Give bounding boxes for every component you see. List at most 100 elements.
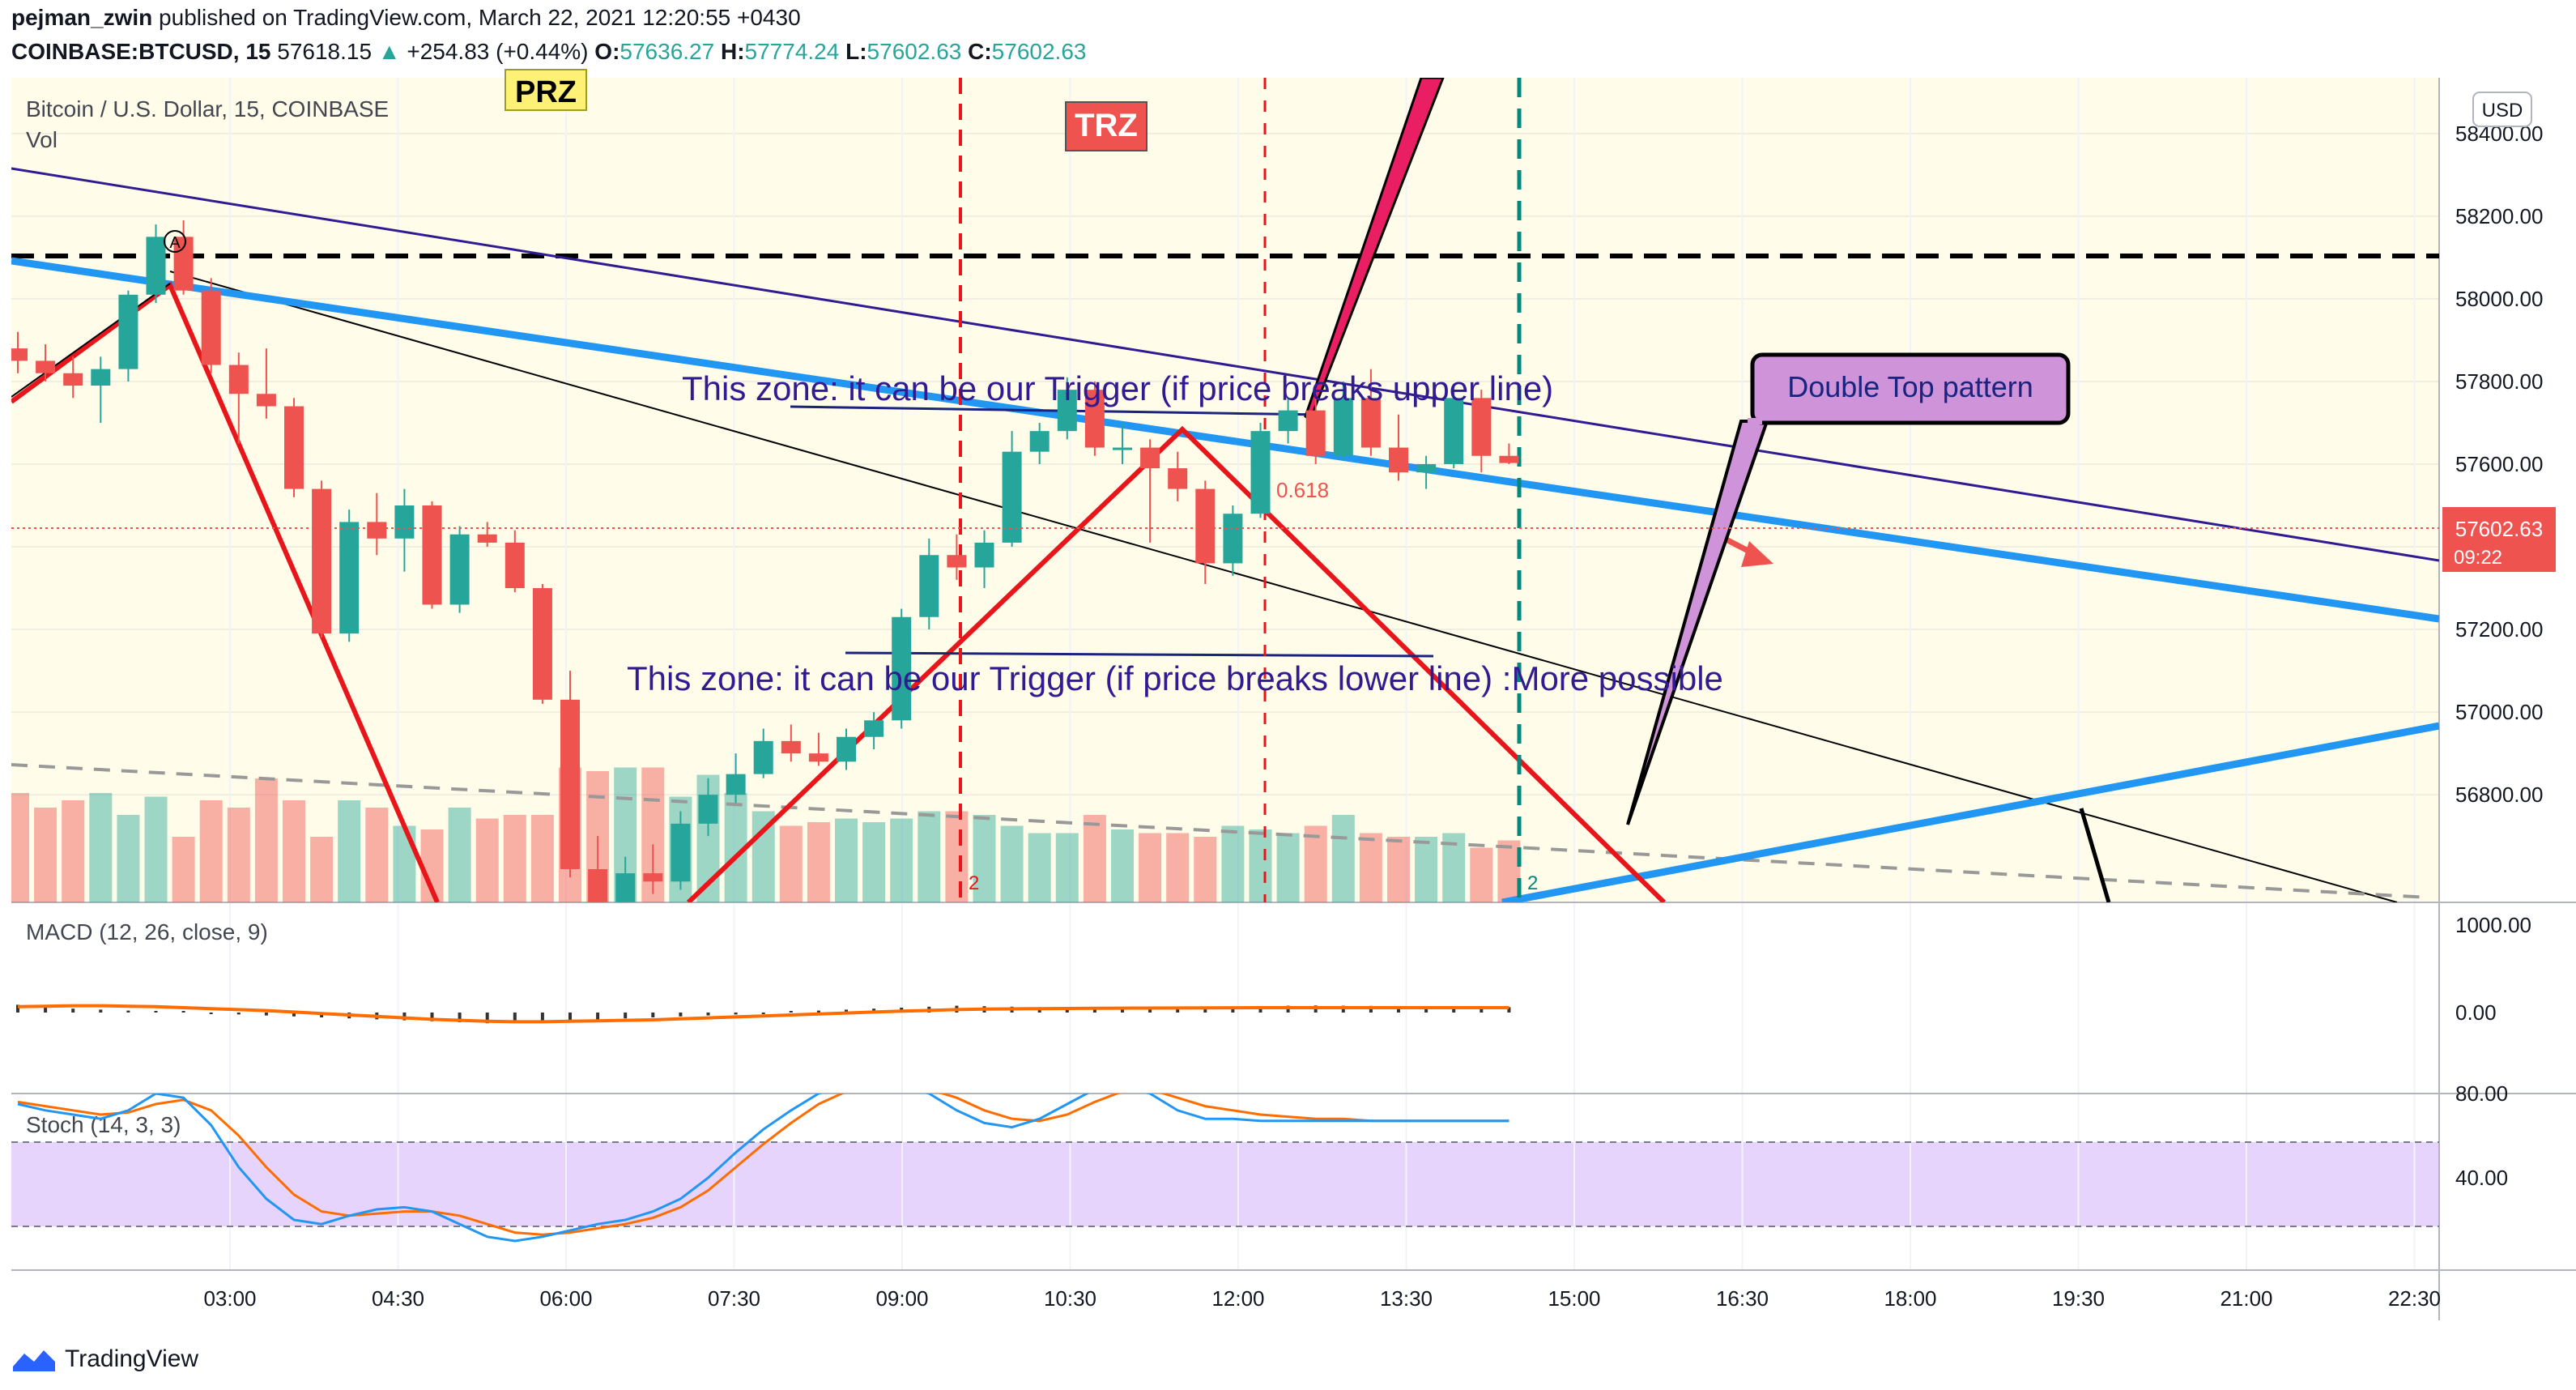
- last-price: 57618.15: [277, 39, 373, 64]
- macd-hist-bar: [1452, 1006, 1456, 1013]
- time-tick-label: 03:00: [203, 1286, 256, 1311]
- macd-hist-bar: [624, 1013, 628, 1019]
- purple-trendline: [11, 167, 2439, 562]
- tradingview-logo[interactable]: TradingView: [11, 1343, 198, 1375]
- macd-hist-bar: [761, 1013, 765, 1014]
- candle-body: [1084, 390, 1105, 448]
- stoch-indicator: [17, 1094, 1509, 1243]
- candle-body: [11, 348, 28, 361]
- thin-black-trendline: [169, 271, 2398, 902]
- author-name[interactable]: pejman_zwin: [11, 5, 153, 30]
- volume-bar: [283, 800, 305, 902]
- black-leg-right: [2079, 808, 2111, 902]
- zone-upper-line: [790, 405, 1322, 416]
- candle-body: [643, 873, 663, 882]
- time-tick-label: 22:30: [2388, 1286, 2441, 1311]
- volume-bar: [862, 822, 886, 902]
- time-tick-label: 04:30: [372, 1286, 424, 1311]
- price-tick-label: 57200.00: [2455, 617, 2543, 642]
- candle-body: [422, 505, 442, 605]
- main-pane-title: Bitcoin / U.S. Dollar, 15, COINBASE: [26, 96, 389, 122]
- time-tick-label: 06:00: [539, 1286, 592, 1311]
- macd-hist-bar: [1065, 1008, 1069, 1013]
- publish-line: pejman_zwin published on TradingView.com…: [11, 5, 801, 31]
- low-value: 57602.63: [866, 39, 962, 64]
- stoch-d-line: [17, 1094, 1509, 1236]
- candle-body: [1389, 447, 1408, 473]
- time-tick-label: 10:30: [1044, 1286, 1096, 1311]
- macd-signal-line: [17, 1004, 1509, 1024]
- candle-body: [1140, 447, 1160, 469]
- candle-body: [1057, 390, 1077, 432]
- macd-label: MACD (12, 26, close, 9): [26, 919, 268, 944]
- candle-body: [726, 774, 746, 795]
- candle-body: [394, 505, 415, 539]
- candle-body: [91, 369, 111, 386]
- macd-hist-bar: [651, 1013, 655, 1017]
- symbol-line: COINBASE:BTCUSD, 15 57618.15 ▲ +254.83 (…: [11, 39, 1086, 65]
- countdown-label: 09:22: [2454, 547, 2502, 569]
- macd-tick-label: 1000.00: [2455, 913, 2531, 937]
- volume-bar: [1497, 840, 1521, 902]
- thin-black-leg: [11, 283, 171, 398]
- macd-hist-bar: [596, 1013, 600, 1020]
- price-tick-label: 57800.00: [2455, 369, 2543, 394]
- macd-hist-bar: [264, 1013, 268, 1016]
- macd-hist-bar: [1231, 1006, 1235, 1013]
- candle-body: [284, 406, 304, 489]
- macd-hist-bar: [734, 1013, 738, 1015]
- macd-hist-bar: [1121, 1008, 1124, 1013]
- candle-body: [808, 753, 828, 762]
- volume-bar: [34, 808, 57, 902]
- main-pane-bg: [11, 78, 2439, 902]
- volume-bar: [503, 815, 526, 902]
- volume-bar: [1000, 825, 1024, 902]
- candle-body: [1002, 451, 1022, 543]
- volume-bar: [62, 800, 85, 902]
- prz-box: [505, 69, 587, 111]
- candle-body: [1333, 398, 1353, 456]
- candle-body: [588, 868, 608, 902]
- candle-body: [201, 290, 221, 365]
- candle-body: [781, 740, 801, 754]
- red-marker-label: 2: [969, 872, 979, 894]
- volume-bar: [475, 818, 499, 902]
- macd-hist-bar: [513, 1013, 517, 1023]
- volume-bar: [1221, 825, 1245, 902]
- stoch-label: Stoch (14, 3, 3): [26, 1112, 181, 1137]
- volume-bar: [779, 825, 803, 902]
- candle-body: [947, 555, 967, 568]
- axes: 58400.0058200.0058000.0057800.0057600.00…: [203, 122, 2543, 1311]
- macd-hist-bar: [236, 1013, 241, 1015]
- volume-bar: [117, 815, 140, 902]
- volume-bar: [1055, 833, 1079, 902]
- volume-bar: [1470, 847, 1493, 902]
- candle-body: [1471, 398, 1492, 456]
- time-tick-label: 15:00: [1548, 1286, 1600, 1311]
- currency-label: USD: [2482, 100, 2523, 122]
- macd-pane-bg: [11, 902, 2439, 1094]
- volume-bar: [254, 778, 278, 902]
- candle-body: [146, 237, 166, 295]
- macd-hist-bar: [16, 1004, 19, 1013]
- zigzag-left: [11, 281, 440, 902]
- volume-bar: [144, 796, 168, 902]
- time-tick-label: 21:00: [2220, 1286, 2272, 1311]
- candle-body: [1360, 398, 1381, 448]
- currency-badge[interactable]: [2472, 92, 2532, 127]
- stoch-k-line: [17, 1094, 1509, 1243]
- time-tick-label: 19:30: [2052, 1286, 2105, 1311]
- macd-hist-bar: [126, 1010, 130, 1013]
- candle-body: [698, 795, 718, 824]
- macd-hist-bar: [154, 1011, 158, 1013]
- volume-bar: [1276, 833, 1300, 902]
- macd-hist-bar: [816, 1010, 820, 1013]
- tradingview-logo-icon: [13, 1350, 55, 1371]
- volume-bar: [199, 800, 223, 902]
- double-top-callout[interactable]: Double Top pattern: [1626, 352, 2071, 825]
- low-label: L:: [845, 39, 867, 64]
- price-tick-label: 57600.00: [2455, 452, 2543, 476]
- tradingview-brand: TradingView: [65, 1345, 199, 1372]
- high-label: H:: [720, 39, 745, 64]
